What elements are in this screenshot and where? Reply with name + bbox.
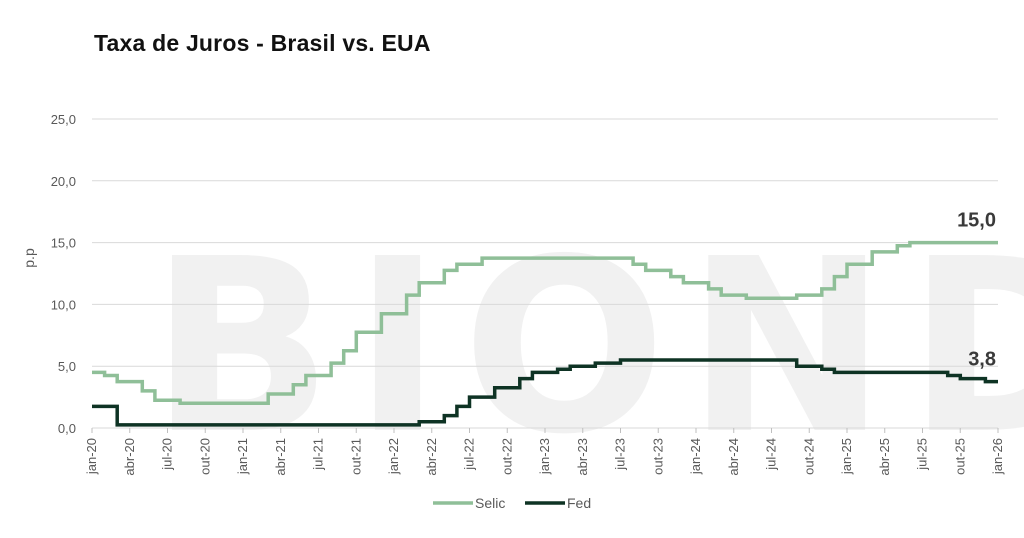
y-tick-label: 10,0	[51, 297, 76, 312]
end-label-selic: 15,0	[957, 210, 996, 232]
series-lines	[92, 240, 998, 427]
legend-label-fed: Fed	[567, 495, 591, 511]
x-tick-label: abr-22	[424, 438, 439, 476]
x-axis-ticks: jan-20 abr-20 jul-20 out-20 jan-21 abr-21 jul-…	[84, 428, 1005, 476]
chart-title: Taxa de Juros - Brasil vs. EUA	[94, 30, 431, 56]
y-tick-label: 15,0	[51, 236, 76, 251]
x-tick-label: out-25	[952, 438, 967, 475]
y-tick-label: 20,0	[51, 174, 76, 189]
x-tick-label: out-20	[197, 438, 212, 475]
x-tick-label: jan-26	[990, 438, 1005, 475]
x-tick-label: jul-22	[462, 438, 477, 471]
x-tick-label: abr-23	[575, 438, 590, 476]
x-tick-label: abr-25	[877, 438, 892, 476]
x-tick-label: jan-25	[839, 438, 854, 475]
end-label-fed: 3,8	[968, 349, 996, 371]
x-tick-label: jan-22	[386, 438, 401, 475]
legend-label-selic: Selic	[475, 495, 505, 511]
watermark: BIOND	[150, 207, 1024, 487]
y-tick-label: 0,0	[58, 421, 76, 436]
x-tick-label: jan-24	[688, 438, 703, 475]
x-tick-label: jan-20	[84, 438, 99, 475]
x-tick-label: jul-20	[160, 438, 175, 471]
x-tick-label: out-21	[348, 438, 363, 475]
series-line-selic	[92, 240, 998, 406]
x-tick-label: abr-24	[726, 438, 741, 476]
legend: Selic Fed	[433, 495, 591, 511]
x-tick-label: jan-23	[537, 438, 552, 475]
x-tick-label: out-23	[650, 438, 665, 475]
series-line-fed	[92, 358, 998, 427]
y-tick-label: 25,0	[51, 112, 76, 127]
x-tick-label: out-22	[499, 438, 514, 475]
x-tick-label: jan-21	[235, 438, 250, 475]
x-tick-label: jul-24	[764, 438, 779, 471]
y-axis-ticks: 0,0 5,0 10,0 15,0 20,0 25,0	[51, 112, 76, 436]
x-tick-label: jul-21	[311, 438, 326, 471]
x-tick-label: jul-23	[613, 438, 628, 471]
y-axis-label: p.p	[21, 248, 37, 268]
x-tick-label: out-24	[801, 438, 816, 475]
x-tick-label: jul-25	[915, 438, 930, 471]
y-tick-label: 5,0	[58, 359, 76, 374]
x-tick-label: abr-21	[273, 438, 288, 476]
x-tick-label: abr-20	[122, 438, 137, 476]
